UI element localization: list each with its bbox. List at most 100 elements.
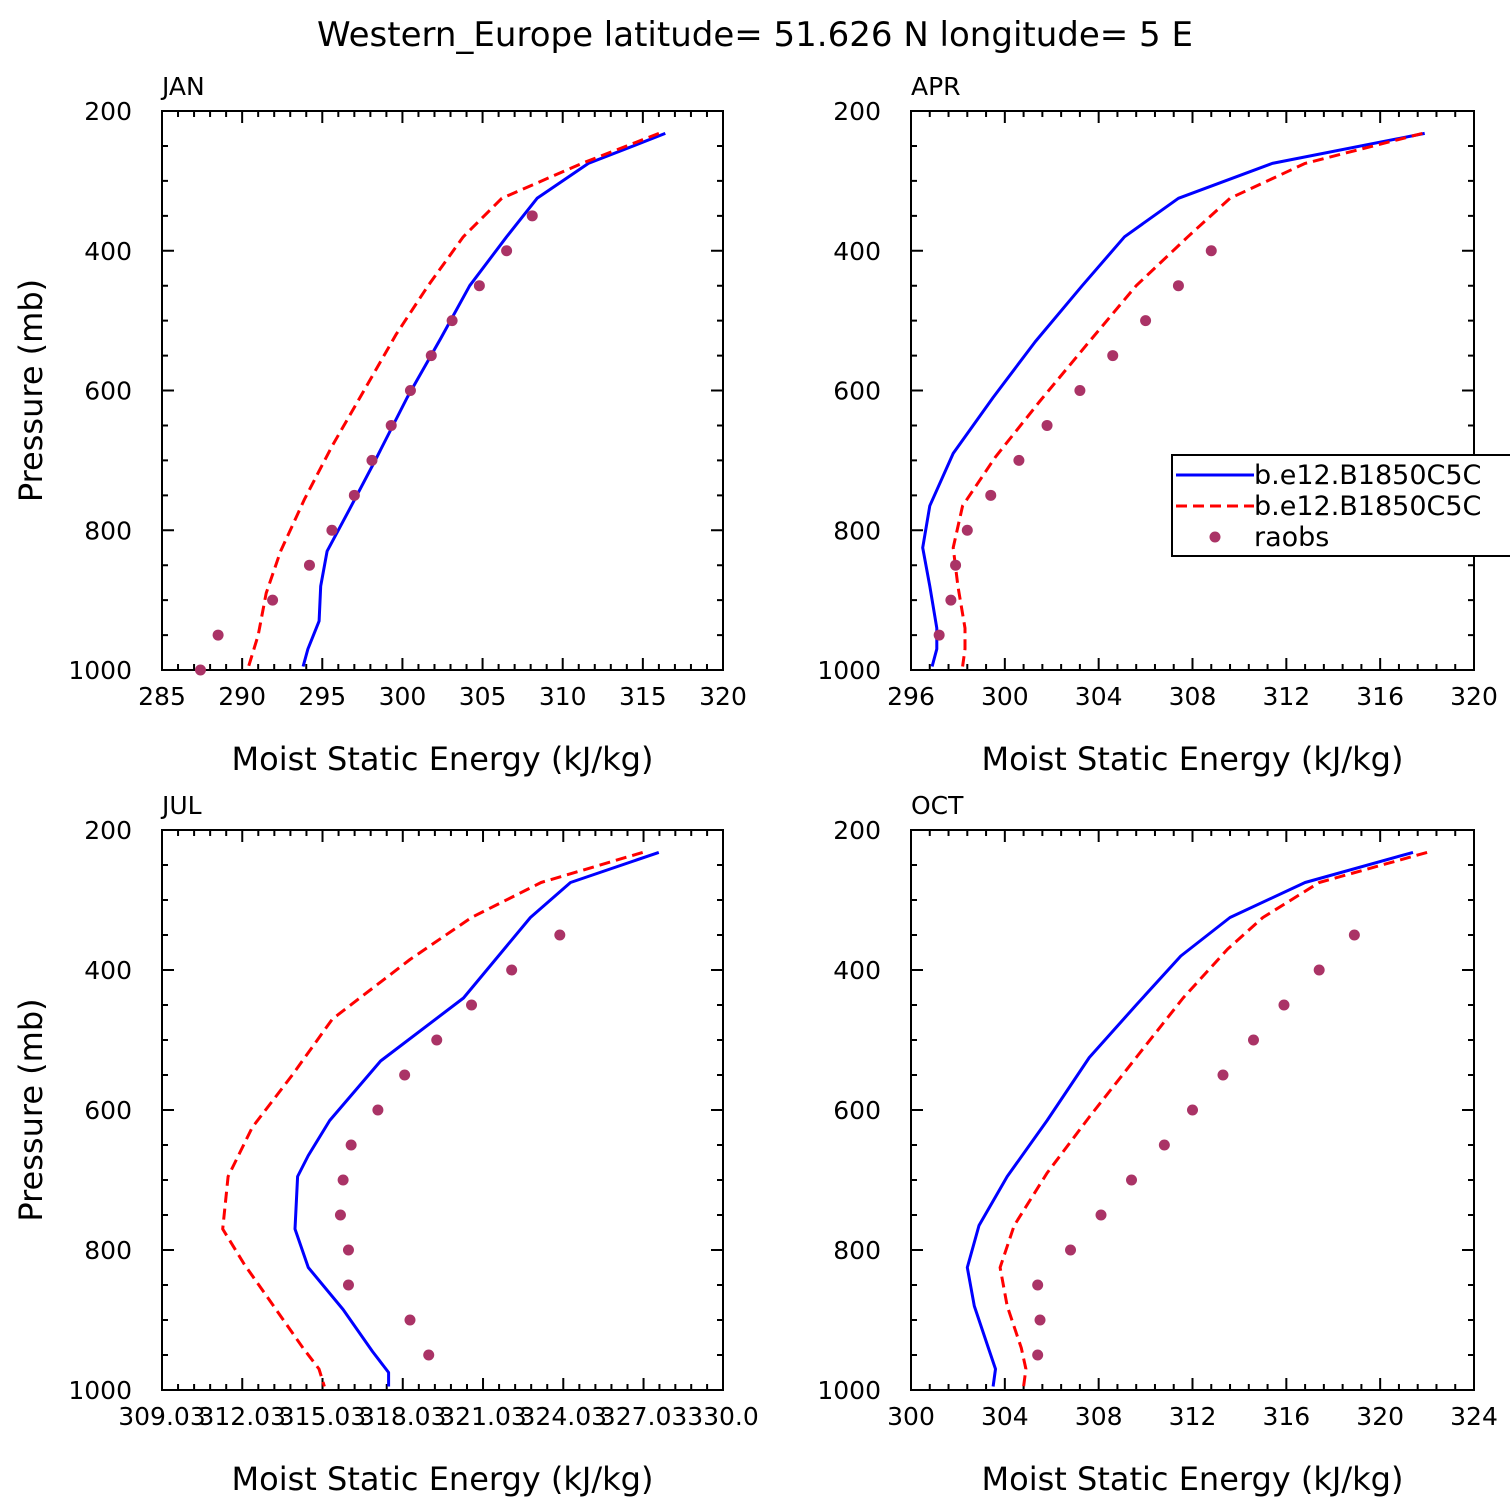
raobs-point: [345, 1139, 357, 1151]
y-tick-label: 1000: [817, 1376, 881, 1405]
y-tick-label: 800: [833, 516, 881, 545]
raobs-point: [337, 1174, 349, 1186]
x-tick-label: 316: [1356, 682, 1404, 711]
x-tick-label: 308: [1169, 682, 1217, 711]
x-tick-label: 304: [981, 1402, 1029, 1431]
x-tick-label: 290: [218, 682, 266, 711]
raobs-point: [425, 350, 437, 362]
x-tick-label: 320: [1356, 1402, 1404, 1431]
raobs-point: [334, 1209, 346, 1221]
raobs-point: [554, 929, 566, 941]
x-tick-label: 300: [887, 1402, 935, 1431]
plot-frame: [910, 110, 1475, 671]
raobs-point: [212, 629, 224, 641]
panel-label: JUL: [160, 791, 202, 820]
raobs-point: [404, 385, 416, 396]
y-tick-label: 200: [833, 97, 881, 126]
raobs-point: [1247, 1034, 1259, 1046]
legend-label: b.e12.B1850C5C: [1254, 491, 1481, 522]
x-tick-label: 318.03: [359, 1402, 446, 1431]
series-model-1-line: [301, 132, 666, 667]
panel-jul: JUL309.03312.03315.03318.03321.03324.033…: [12, 791, 759, 1498]
x-tick-label: 312.03: [199, 1402, 286, 1431]
series-model-2-line: [221, 850, 644, 1387]
raobs-point: [342, 1279, 354, 1291]
x-tick-label: 305: [459, 682, 507, 711]
raobs-point: [1107, 350, 1119, 362]
x-tick-label: 300: [379, 682, 427, 711]
x-tick-label: 321.03: [439, 1402, 526, 1431]
y-tick-label: 600: [833, 377, 881, 406]
series-raobs: [194, 210, 538, 676]
x-tick-label: 324.03: [520, 1402, 607, 1431]
x-tick-label: 327.03: [600, 1402, 687, 1431]
x-tick-label: 300: [981, 682, 1029, 711]
panel-jan: JAN 285 290 295 300 305 310 315 320 200 400 600 800 1…: [12, 72, 747, 778]
x-tick-label: 324: [1450, 1402, 1498, 1431]
raobs-point: [1074, 385, 1086, 396]
raobs-point: [194, 664, 206, 676]
x-tick-label: 316: [1262, 1402, 1310, 1431]
raobs-point: [366, 454, 378, 466]
axis-ticks: [161, 110, 724, 671]
panels: JAN 285 290 295 300 305 310 315 320 200 400 600 800 1…: [12, 72, 1498, 1498]
raobs-point: [506, 964, 518, 976]
x-tick-label: 312: [1262, 682, 1310, 711]
raobs-point: [1205, 245, 1217, 257]
raobs-point: [423, 1349, 435, 1361]
panel-label: JAN: [160, 72, 205, 101]
raobs-point: [985, 489, 997, 501]
series-model-1-line: [293, 850, 660, 1387]
raobs-point: [1032, 1349, 1044, 1361]
raobs-point: [1065, 1244, 1077, 1256]
x-tick-label: 320: [1450, 682, 1498, 711]
x-tick-label: 315: [619, 682, 667, 711]
series-raobs: [933, 245, 1217, 641]
x-tick-label: 320: [699, 682, 747, 711]
legend-label: b.e12.B1850C5C: [1254, 460, 1481, 491]
raobs-point: [526, 210, 538, 222]
series-raobs: [334, 929, 566, 1361]
raobs-point: [348, 489, 360, 501]
x-tick-label: 308: [1075, 1402, 1123, 1431]
series-model-1-line: [965, 850, 1414, 1387]
raobs-point: [326, 524, 338, 536]
y-tick-label: 200: [833, 816, 881, 845]
axis-ticks: [910, 829, 1475, 1391]
figure-title: Western_Europe latitude= 51.626 N longit…: [317, 15, 1193, 55]
x-axis-label: Moist Static Energy (kJ/kg): [232, 740, 654, 778]
x-axis-label: Moist Static Energy (kJ/kg): [982, 740, 1404, 778]
raobs-point: [342, 1244, 354, 1256]
x-tick-label: 315.03: [279, 1402, 366, 1431]
series-model-2-line: [998, 850, 1428, 1387]
raobs-point: [1172, 280, 1184, 292]
y-tick-label: 1000: [68, 1376, 132, 1405]
raobs-point: [1187, 1104, 1198, 1116]
x-tick-label: 285: [138, 682, 186, 711]
raobs-point: [1278, 999, 1290, 1011]
raobs-point: [501, 245, 513, 257]
raobs-point: [372, 1104, 384, 1116]
raobs-point: [1217, 1069, 1229, 1081]
series-model-2-line: [951, 131, 1423, 667]
y-tick-label: 600: [84, 377, 132, 406]
axis-ticks: [161, 829, 724, 1391]
raobs-point: [473, 280, 485, 292]
panel-label: APR: [911, 72, 961, 101]
raobs-point: [267, 594, 279, 606]
raobs-point: [446, 315, 458, 327]
y-tick-label: 1000: [817, 656, 881, 685]
raobs-point: [945, 594, 957, 606]
raobs-point: [303, 559, 315, 571]
panel-oct: OCT 300 304 308 312 316 320 324 200 400 600 800 1000…: [817, 791, 1497, 1498]
y-axis-label: Pressure (mb): [12, 998, 50, 1221]
legend-marker: [1209, 531, 1221, 543]
series-model-2-line: [247, 132, 660, 667]
y-tick-label: 200: [84, 816, 132, 845]
raobs-point: [1140, 315, 1152, 327]
series-raobs: [1032, 929, 1360, 1361]
raobs-point: [1013, 454, 1025, 466]
raobs-point: [399, 1069, 411, 1081]
